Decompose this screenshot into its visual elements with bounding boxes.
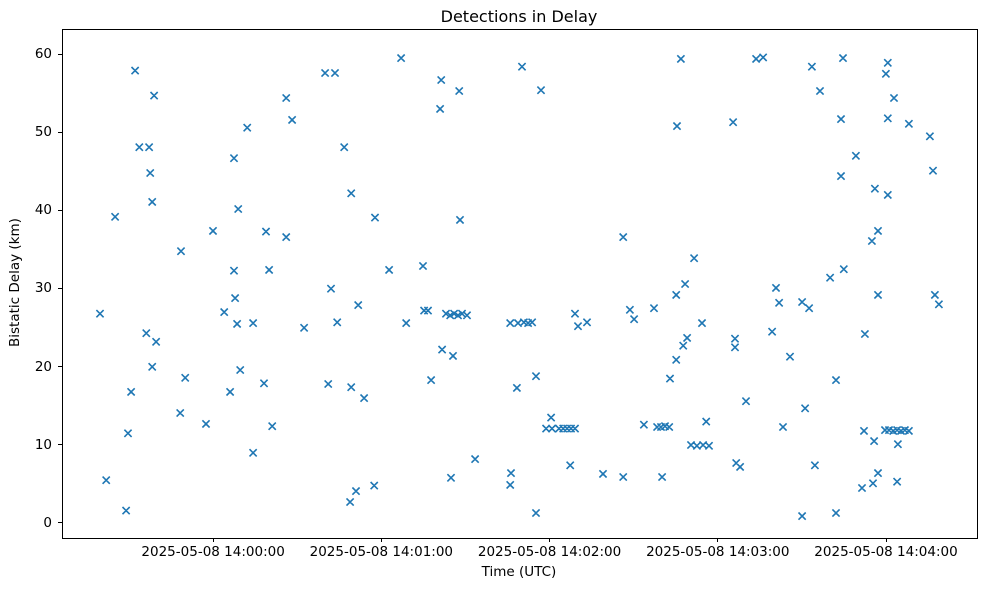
scatter-canvas — [95, 53, 944, 521]
y-tick-label: 10 — [34, 436, 52, 453]
scatter-series — [95, 53, 944, 521]
y-tick-label: 20 — [34, 358, 52, 375]
x-tick-label: 2025-05-08 14:00:00 — [141, 544, 285, 560]
x-tick-mark — [549, 538, 551, 542]
y-tick-label: 0 — [43, 514, 52, 531]
y-tick-mark — [58, 366, 62, 368]
y-tick-label: 50 — [34, 124, 52, 141]
x-tick-mark — [717, 538, 719, 542]
x-tick-label: 2025-05-08 14:01:00 — [309, 544, 454, 560]
y-tick-mark — [58, 53, 62, 55]
y-tick-mark — [58, 131, 62, 133]
x-tick-label: 2025-05-08 14:03:00 — [646, 544, 790, 560]
plot-area — [62, 29, 978, 539]
x-tick-mark — [212, 538, 214, 542]
x-tick-mark — [885, 538, 887, 542]
x-tick-label: 2025-05-08 14:02:00 — [477, 544, 622, 560]
x-tick-label: 2025-05-08 14:04:00 — [814, 544, 958, 560]
chart-title: Detections in Delay — [440, 7, 598, 26]
x-axis-label: Time (UTC) — [481, 564, 557, 580]
y-tick-label: 30 — [34, 280, 52, 297]
y-tick-mark — [58, 287, 62, 289]
y-tick-mark — [58, 209, 62, 211]
y-tick-mark — [58, 444, 62, 446]
y-tick-mark — [58, 522, 62, 524]
y-tick-label: 60 — [34, 46, 52, 62]
x-tick-mark — [380, 538, 382, 542]
y-tick-label: 40 — [34, 202, 52, 219]
